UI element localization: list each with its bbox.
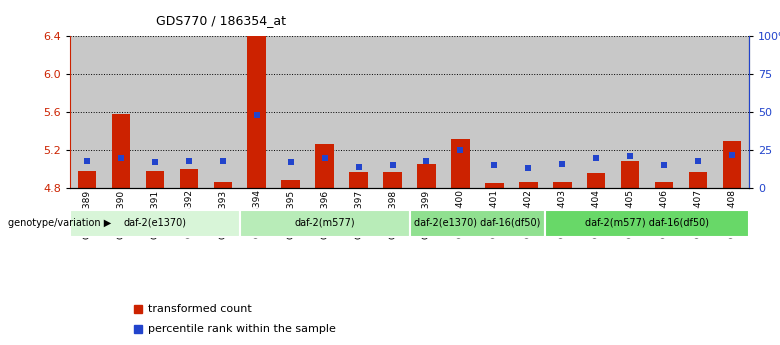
Bar: [443, 36, 477, 188]
Bar: [485, 183, 504, 188]
Bar: [545, 210, 749, 237]
Bar: [240, 210, 410, 237]
Bar: [349, 172, 368, 188]
Bar: [282, 180, 300, 188]
Bar: [410, 36, 443, 188]
Bar: [239, 36, 274, 188]
Bar: [146, 171, 165, 188]
Bar: [579, 36, 613, 188]
Text: percentile rank within the sample: percentile rank within the sample: [148, 324, 336, 334]
Bar: [477, 36, 511, 188]
Text: daf-2(m577) daf-16(df50): daf-2(m577) daf-16(df50): [585, 218, 709, 228]
Bar: [545, 36, 579, 188]
Text: daf-2(e1370): daf-2(e1370): [123, 218, 186, 228]
Bar: [511, 36, 545, 188]
Bar: [105, 36, 138, 188]
Bar: [274, 36, 307, 188]
Bar: [647, 36, 681, 188]
Bar: [307, 36, 342, 188]
Bar: [621, 161, 640, 188]
Bar: [654, 182, 673, 188]
Bar: [179, 169, 198, 188]
Bar: [247, 36, 266, 188]
Bar: [78, 171, 97, 188]
Bar: [722, 141, 741, 188]
Bar: [681, 36, 714, 188]
Bar: [451, 139, 470, 188]
Bar: [172, 36, 206, 188]
Bar: [138, 36, 172, 188]
Bar: [410, 210, 545, 237]
Bar: [689, 172, 707, 188]
Bar: [375, 36, 410, 188]
Text: daf-2(e1370) daf-16(df50): daf-2(e1370) daf-16(df50): [414, 218, 541, 228]
Bar: [112, 114, 130, 188]
Text: genotype/variation ▶: genotype/variation ▶: [8, 218, 111, 227]
Bar: [70, 36, 104, 188]
Bar: [714, 36, 749, 188]
Bar: [315, 145, 334, 188]
Text: GDS770 / 186354_at: GDS770 / 186354_at: [156, 14, 286, 27]
Bar: [553, 182, 572, 188]
Bar: [587, 173, 605, 188]
Bar: [613, 36, 647, 188]
Bar: [206, 36, 239, 188]
Text: daf-2(m577): daf-2(m577): [294, 218, 355, 228]
Bar: [214, 182, 232, 188]
Bar: [383, 172, 402, 188]
Bar: [70, 210, 240, 237]
Text: transformed count: transformed count: [148, 304, 252, 314]
Bar: [519, 182, 537, 188]
Bar: [342, 36, 375, 188]
Bar: [417, 164, 436, 188]
